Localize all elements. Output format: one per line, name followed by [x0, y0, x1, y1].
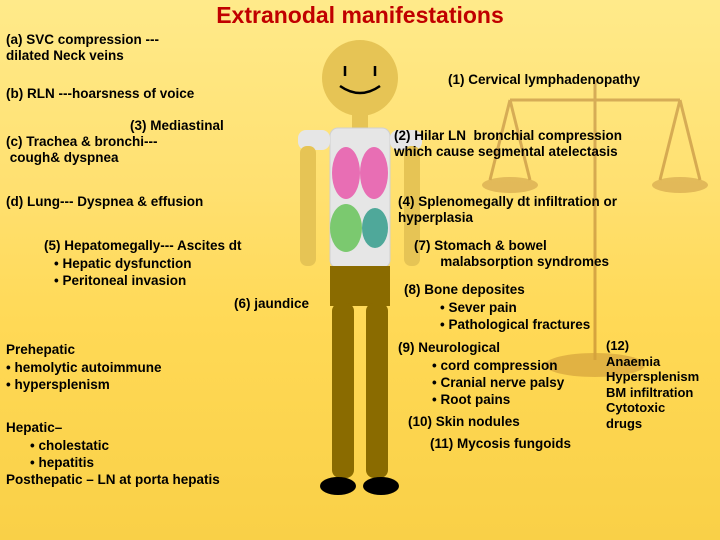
hepatic-b1: • cholestatic: [30, 438, 109, 454]
item-9-b3: • Root pains: [432, 392, 510, 408]
item-5-b1: • Hepatic dysfunction: [44, 256, 192, 272]
page-title: Extranodal manifestations: [0, 2, 720, 29]
item-4: (4) Splenomegally dt infiltration or hyp…: [398, 194, 617, 226]
item-8-b1: • Sever pain: [440, 300, 517, 316]
item-12: (12) Anaemia Hypersplenism BM infiltrati…: [606, 338, 699, 432]
item-11: (11) Mycosis fungoids: [430, 436, 571, 452]
item-10: (10) Skin nodules: [408, 414, 520, 430]
item-d: (d) Lung--- Dyspnea & effusion: [6, 194, 203, 210]
item-7: (7) Stomach & bowel malabsorption syndro…: [414, 238, 609, 270]
item-2: (2) Hilar LN bronchial compression which…: [394, 128, 622, 160]
item-5: (5) Hepatomegally--- Ascites dt: [44, 238, 242, 254]
item-8-b2: • Pathological fractures: [440, 317, 590, 333]
item-9-b2: • Cranial nerve palsy: [432, 375, 564, 391]
item-9-b1: • cord compression: [432, 358, 558, 374]
item-9: (9) Neurological: [398, 340, 500, 356]
item-3-mediastinal: (3) Mediastinal: [130, 118, 224, 134]
prehepatic-b1: • hemolytic autoimmune: [6, 360, 162, 376]
item-5-b2: • Peritoneal invasion: [44, 273, 186, 289]
item-c: (c) Trachea & bronchi--- cough& dyspnea: [6, 134, 158, 166]
hepatic-heading: Hepatic–: [6, 420, 62, 436]
item-8: (8) Bone deposites: [404, 282, 525, 298]
item-b: (b) RLN ---hoarsness of voice: [6, 86, 194, 102]
item-6: (6) jaundice: [234, 296, 309, 312]
posthepatic: Posthepatic – LN at porta hepatis: [6, 472, 220, 488]
hepatic-b2: • hepatitis: [30, 455, 94, 471]
prehepatic-heading: Prehepatic: [6, 342, 75, 358]
prehepatic-b2: • hypersplenism: [6, 377, 110, 393]
item-1: (1) Cervical lymphadenopathy: [448, 72, 640, 88]
item-a: (a) SVC compression --- dilated Neck vei…: [6, 32, 159, 64]
